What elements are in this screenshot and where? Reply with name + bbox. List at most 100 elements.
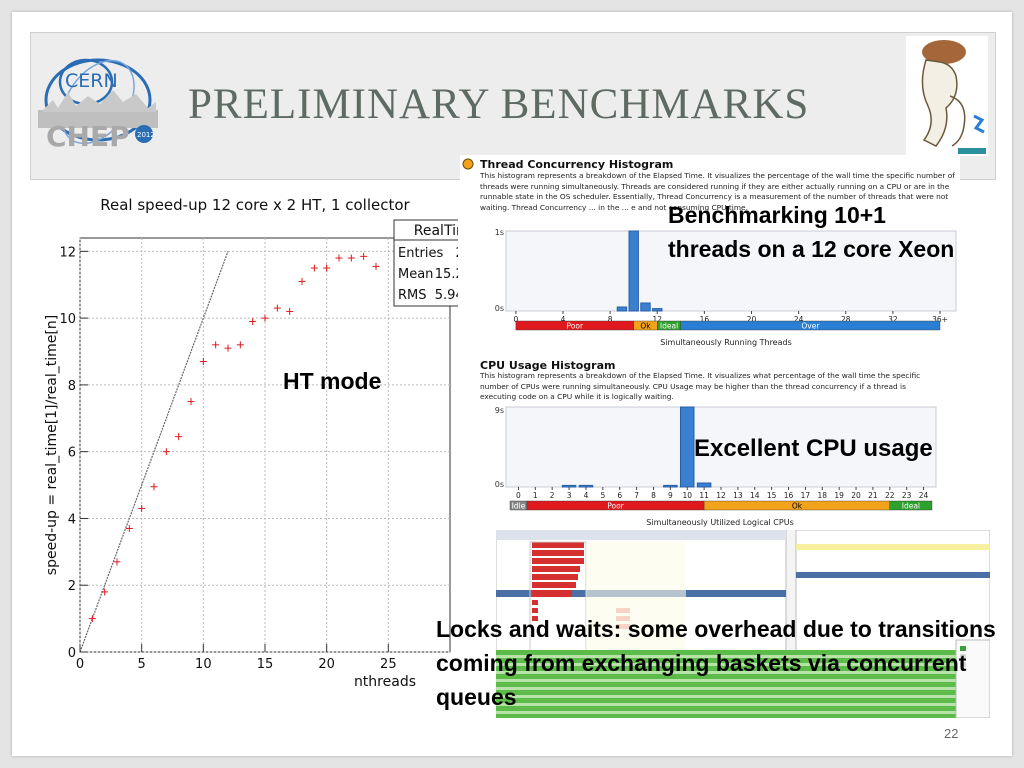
x-tick-label: 20 (747, 315, 757, 324)
x-tick-label: 19 (834, 491, 844, 500)
x-tick-label: 28 (841, 315, 851, 324)
x-tick-label: 11 (699, 491, 709, 500)
x-tick-label: 14 (750, 491, 760, 500)
stats-box: RealTime Entries 24 Mean 15.24 RMS 5.945 (393, 219, 458, 307)
data-point (101, 588, 109, 596)
callout-ht-mode: HT mode (283, 368, 382, 394)
cpu-y-top: 9s (495, 406, 504, 415)
x-tick-label: 10 (195, 657, 212, 672)
data-point (360, 252, 368, 260)
y-tick-label: 8 (68, 379, 76, 394)
x-tick-label: 0 (516, 491, 521, 500)
x-tick-label: 20 (851, 491, 861, 500)
zone-label: Ideal (902, 502, 920, 511)
x-tick-label: 25 (380, 657, 397, 672)
x-tick-label: 10 (682, 491, 692, 500)
x-tick-label: 15 (257, 657, 274, 672)
x-tick-label: 36+ (932, 315, 948, 324)
x-tick-label: 13 (733, 491, 743, 500)
speedup-chart: Real speed-up 12 core x 2 HT, 1 collecto… (36, 188, 458, 698)
chep-text: CHEP (46, 120, 130, 152)
cern-chep-logo: CERN CHEP 2012 (38, 58, 158, 152)
tc-x-label: Simultaneously Running Threads (660, 338, 792, 347)
x-tick-label: 4 (584, 491, 589, 500)
x-tick-label: 4 (561, 315, 566, 324)
data-point (236, 341, 244, 349)
histogram-bar (679, 406, 695, 488)
cpu-description: This histogram represents a breakdown of… (480, 371, 920, 401)
data-point (113, 558, 121, 566)
year-text: 2012 (137, 131, 155, 139)
x-tick-label: 9 (668, 491, 673, 500)
x-tick-label: 1 (533, 491, 538, 500)
reference-line (79, 251, 229, 653)
x-tick-label: 12 (716, 491, 726, 500)
zone-over (680, 320, 941, 331)
tc-x-ticks: 0 4 8 12 16 20 24 28 32 36+ (513, 311, 948, 324)
y-tick-label: 2 (68, 579, 76, 594)
x-tick-label: 8 (651, 491, 656, 500)
cpu-plot-area (505, 406, 937, 488)
y-tick-label: 0 (68, 646, 76, 661)
x-tick-label: 16 (700, 315, 710, 324)
x-tick-label: 16 (784, 491, 794, 500)
cpu-title: CPU Usage Histogram (480, 359, 616, 372)
x-tick-label: 7 (634, 491, 639, 500)
cern-text: CERN (65, 70, 118, 92)
tc-y-bottom: 0s (495, 304, 504, 313)
zone-label: Ok (792, 502, 803, 511)
zone-label: Ideal (660, 322, 678, 331)
histogram-bar (652, 308, 663, 312)
data-point (88, 615, 96, 623)
callout-cpu-usage: Excellent CPU usage (694, 435, 933, 462)
histogram-bar (561, 484, 577, 488)
cpu-y-bottom: 0s (495, 480, 504, 489)
page-number: 22 (944, 726, 959, 741)
x-tick-label: 0 (76, 657, 84, 672)
data-point (162, 448, 170, 456)
x-tick-label: 32 (888, 315, 898, 324)
tc-zone-bar: Poor Ok Ideal Over (515, 320, 941, 331)
stats-value-entries: 24 (455, 246, 458, 261)
sculpture-artwork (906, 36, 988, 156)
stats-label-mean: Mean (398, 267, 433, 282)
x-tick-label: 0 (513, 315, 518, 324)
cpu-zone-bar: Idle Poor Ok Ideal (509, 500, 933, 511)
x-tick-label: 5 (600, 491, 605, 500)
chart-title: Real speed-up 12 core x 2 HT, 1 collecto… (100, 196, 410, 214)
data-point (150, 483, 158, 491)
cpu-x-ticks: 0 1 2 3 4 5 6 7 8 9 10 11 12 13 14 15 16 17 18 19 20 21 22 23 24 (516, 487, 929, 500)
stats-label-entries: Entries (398, 246, 444, 261)
histogram-bar (696, 482, 712, 488)
cpu-x-label: Simultaneously Utilized Logical CPUs (646, 518, 793, 527)
histogram-bar (616, 306, 628, 312)
x-tick-label: 6 (617, 491, 622, 500)
x-tick-label: 3 (567, 491, 572, 500)
collapse-icon[interactable] (462, 158, 474, 170)
stats-header: RealTime (414, 223, 458, 239)
y-tick-label: 10 (59, 312, 76, 327)
zone-label: Idle (512, 502, 526, 511)
y-tick-label: 4 (68, 512, 76, 527)
tc-description: This histogram represents a breakdown of… (480, 171, 955, 212)
zone-label: Over (801, 322, 820, 331)
y-tick-label: 12 (59, 245, 76, 260)
data-point (138, 504, 146, 512)
data-points (88, 252, 380, 623)
data-point (273, 304, 281, 312)
tc-plot-area (505, 230, 957, 312)
histogram-bar (640, 302, 651, 312)
zone-label: Poor (567, 322, 584, 331)
thread-concurrency-panel: Thread Concurrency Histogram This histog… (460, 155, 960, 350)
x-tick-label: 24 (794, 315, 804, 324)
cpu-bars (561, 406, 712, 488)
data-point (323, 264, 331, 272)
data-point (212, 341, 220, 349)
x-tick-label: 12 (652, 315, 662, 324)
tc-bars (616, 230, 663, 312)
x-axis-label: nthreads (354, 674, 416, 690)
data-point (224, 344, 232, 352)
data-point (298, 277, 306, 285)
zone-label: Poor (607, 502, 624, 511)
callout-locks-waits: Locks and waits: some overhead due to tr… (436, 616, 996, 710)
